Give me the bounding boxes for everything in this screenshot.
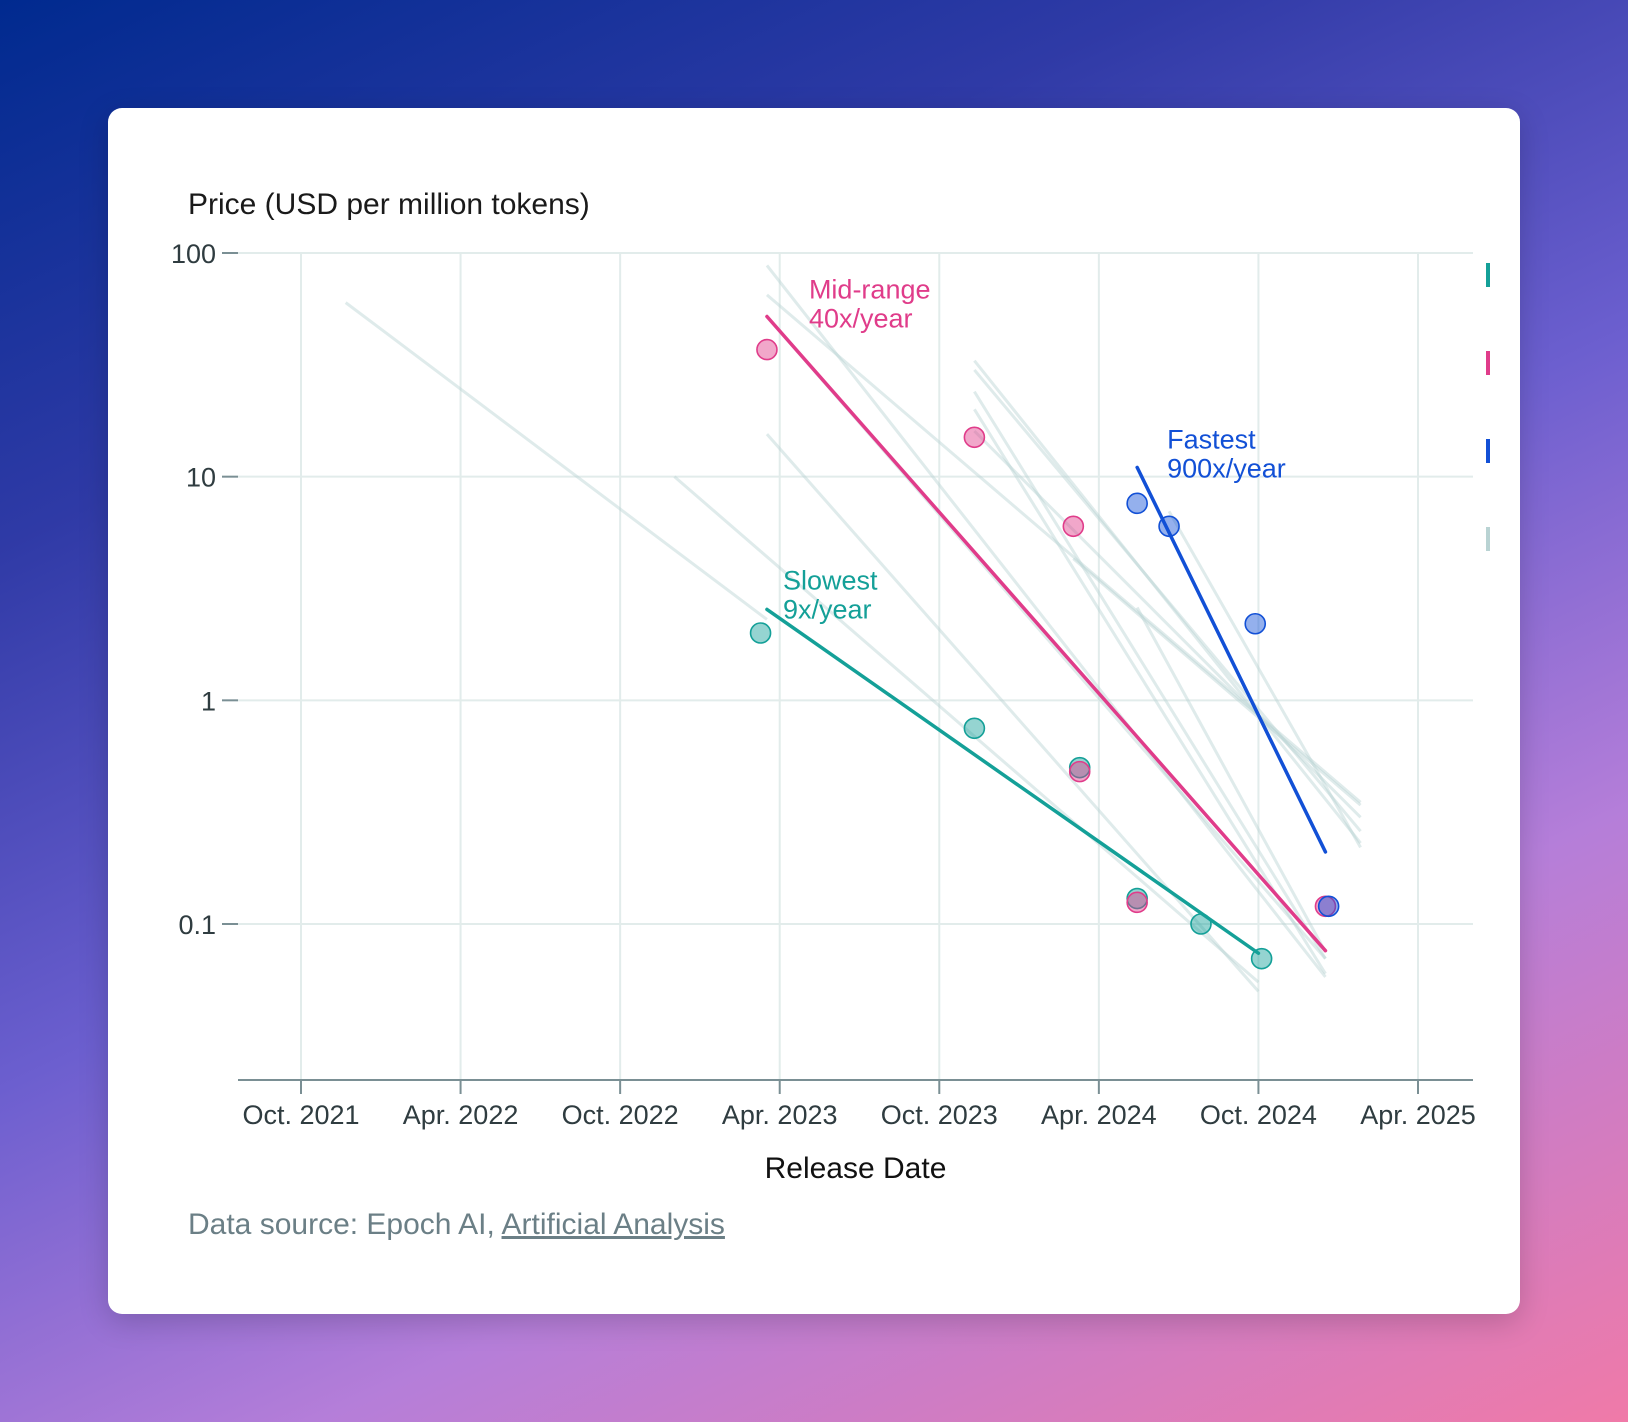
x-axis-title: Release Date bbox=[765, 1152, 947, 1185]
legend-marker-midrange bbox=[1486, 351, 1490, 375]
x-tick-label-1: Apr. 2022 bbox=[403, 1100, 519, 1130]
fastest-point-2 bbox=[1244, 612, 1267, 635]
fastest-point-0 bbox=[1126, 492, 1148, 515]
fastest-point-3 bbox=[1317, 895, 1340, 918]
background-trend-line-1 bbox=[673, 475, 1260, 984]
data-source-prefix: Data source: Epoch AI, bbox=[188, 1208, 502, 1241]
axes: 100 10 1 0.1 Oct. 2021 Apr. 2022 Oct. 2022 Apr.… bbox=[171, 239, 1476, 1185]
midrange-trend-line bbox=[765, 314, 1328, 953]
legend-markers bbox=[1486, 263, 1490, 551]
midrange-label-line-0: Mid-range bbox=[809, 275, 931, 305]
background-trend-line-6 bbox=[973, 359, 1362, 845]
x-tick-label-3: Apr. 2023 bbox=[722, 1100, 838, 1130]
background-trend-line-3 bbox=[765, 264, 1327, 978]
background-trend-lines bbox=[344, 264, 1362, 993]
chart-card: Price (USD per million tokens) Slowest 9x… bbox=[108, 108, 1520, 1314]
y-tick-label-1: 10 bbox=[186, 463, 216, 493]
midrange-point-2 bbox=[1062, 515, 1085, 538]
fastest-trend-line bbox=[1135, 465, 1328, 854]
legend-marker-slowest bbox=[1486, 263, 1490, 287]
midrange-point-0 bbox=[756, 338, 778, 361]
fastest-label-line-0: Fastest bbox=[1167, 424, 1256, 454]
background-trend-line-11 bbox=[1135, 606, 1327, 953]
data-source: Data source: Epoch AI, Artificial Analys… bbox=[188, 1208, 725, 1242]
background-trend-line-13 bbox=[1072, 557, 1362, 807]
y-tick-label-3: 0.1 bbox=[178, 910, 216, 940]
fastest-point-1 bbox=[1158, 515, 1180, 538]
data-points bbox=[749, 338, 1340, 970]
x-tick-label-2: Oct. 2022 bbox=[562, 1100, 679, 1130]
slowest-label-line-1: 9x/year bbox=[783, 594, 872, 624]
legend-marker-background_trend bbox=[1486, 527, 1490, 551]
background-trend-line-7 bbox=[973, 368, 1362, 833]
y-tick-label-2: 1 bbox=[201, 686, 216, 716]
legend-marker-fastest bbox=[1486, 439, 1490, 463]
midrange-point-4 bbox=[1126, 891, 1148, 914]
slowest-point-5 bbox=[1250, 947, 1273, 970]
fastest-label-line-1: 900x/year bbox=[1167, 453, 1286, 483]
slowest-point-1 bbox=[963, 717, 986, 740]
x-tick-label-4: Oct. 2023 bbox=[881, 1100, 998, 1130]
midrange-point-1 bbox=[963, 426, 986, 449]
midrange-point-3 bbox=[1068, 760, 1091, 783]
x-tick-label-7: Apr. 2025 bbox=[1360, 1100, 1476, 1130]
background-trend-line-8 bbox=[973, 390, 1327, 960]
y-tick-label-0: 100 bbox=[171, 239, 216, 269]
midrange-label-line-1: 40x/year bbox=[809, 304, 913, 334]
grid bbox=[238, 252, 1473, 1080]
background-trend-line-10 bbox=[973, 429, 1362, 819]
background-trend-line-2 bbox=[765, 433, 1260, 993]
slowest-label-line-0: Slowest bbox=[783, 565, 878, 595]
x-tick-label-6: Oct. 2024 bbox=[1200, 1100, 1317, 1130]
slowest-point-0 bbox=[749, 622, 772, 644]
slowest-point-4 bbox=[1190, 913, 1212, 935]
artificial-analysis-link[interactable]: Artificial Analysis bbox=[501, 1208, 725, 1241]
background-trend-line-12 bbox=[1167, 510, 1362, 849]
x-tick-label-5: Apr. 2024 bbox=[1041, 1100, 1157, 1130]
background-trend-line-0 bbox=[344, 301, 768, 621]
slowest-trend-line bbox=[765, 607, 1261, 955]
x-tick-label-0: Oct. 2021 bbox=[242, 1100, 359, 1130]
background-trend-line-9 bbox=[973, 408, 1327, 975]
series-trend-lines bbox=[765, 314, 1328, 955]
y-axis-title: Price (USD per million tokens) bbox=[188, 188, 590, 221]
